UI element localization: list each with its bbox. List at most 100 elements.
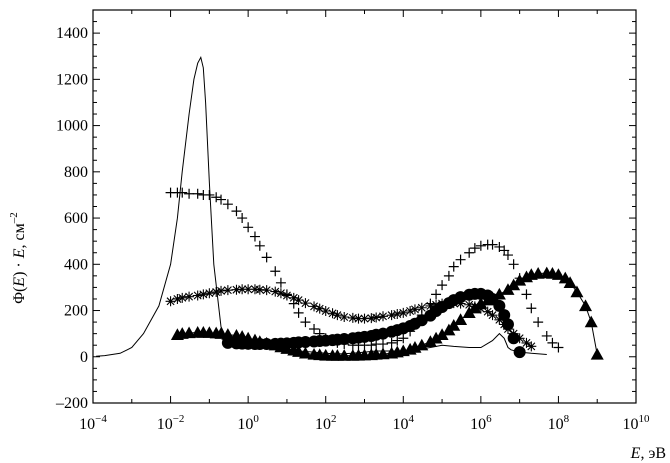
star-point	[204, 288, 215, 299]
star-point	[293, 295, 304, 306]
plus-point	[443, 270, 454, 281]
triangle-point	[513, 273, 527, 286]
y-tick-label: 600	[64, 210, 88, 227]
plus-point	[521, 289, 532, 300]
y-tick-label: 200	[64, 303, 88, 320]
star-point	[216, 285, 227, 296]
plus-point	[487, 239, 498, 250]
plus-point	[270, 266, 281, 277]
star-point	[281, 290, 292, 301]
y-tick-label: 1000	[56, 118, 88, 135]
plus-point	[398, 333, 409, 344]
star-point	[526, 341, 537, 352]
star-point	[288, 292, 299, 303]
star-point	[398, 307, 409, 318]
star-point	[514, 333, 525, 344]
plus-point	[469, 243, 480, 254]
y-axis-label: Φ(E) · E, см–2	[8, 212, 28, 303]
plus-point	[502, 250, 513, 261]
circle-point	[501, 318, 514, 331]
x-axis-label: E, эВ	[630, 445, 666, 462]
triangle-point	[563, 276, 577, 288]
x-tick-label: 106	[470, 413, 492, 433]
x-tick-label: 102	[315, 413, 337, 433]
plus-point	[249, 231, 260, 242]
star-point	[320, 305, 331, 316]
series-triangle	[170, 266, 604, 361]
star-point	[416, 302, 427, 313]
plus-point	[526, 303, 537, 314]
star-point	[359, 313, 370, 324]
star-point	[309, 301, 320, 312]
star-point	[332, 310, 343, 321]
plus-point	[192, 188, 203, 199]
star-point	[211, 287, 222, 298]
star-point	[300, 298, 311, 309]
plus-point	[300, 317, 311, 328]
star-point	[455, 298, 466, 309]
triangle-point	[337, 349, 351, 361]
triangle-point	[260, 336, 274, 349]
star-point	[231, 284, 242, 295]
triangle-point	[492, 287, 506, 300]
triangle-point	[415, 338, 429, 351]
star-point	[425, 300, 436, 311]
circle-point	[507, 332, 520, 345]
x-tick-label: 10−2	[157, 413, 185, 433]
x-tick-label: 1010	[623, 413, 651, 433]
triangle-point	[570, 285, 584, 298]
triangle-point	[182, 326, 196, 339]
star-point	[487, 310, 498, 321]
triangle-point	[447, 319, 461, 331]
plus-point	[508, 259, 519, 270]
star-point	[243, 284, 254, 295]
plus-point	[293, 307, 304, 318]
tick-labels: –200 0 200 400 600 800 1000 1200 1400 10−4 10−2 100…	[55, 25, 650, 433]
star-point	[222, 285, 233, 296]
plus-point	[216, 194, 227, 205]
triangle-point	[429, 331, 443, 344]
triangle-point	[590, 347, 604, 360]
x-tick-label: 10−4	[79, 413, 107, 433]
star-point	[172, 293, 183, 304]
star-point	[314, 303, 325, 314]
triangle-point	[376, 347, 390, 360]
plus-point	[243, 222, 254, 233]
x-tick-label: 108	[548, 413, 570, 433]
plus-point	[541, 330, 552, 341]
star-point	[386, 310, 397, 321]
ticks-group	[92, 9, 637, 404]
plus-point	[184, 188, 195, 199]
plot-marks	[96, 56, 604, 361]
x-tick-label: 104	[393, 413, 415, 433]
plus-point	[309, 324, 320, 335]
plus-point	[261, 252, 272, 263]
plus-point	[448, 261, 459, 272]
plus-point	[464, 247, 475, 258]
plus-point	[204, 189, 215, 200]
circle-point	[513, 346, 526, 359]
star-point	[165, 296, 176, 307]
y-tick-label: –200	[55, 395, 88, 412]
y-tick-label: 400	[64, 256, 88, 273]
plus-point	[455, 254, 466, 265]
star-point	[464, 299, 475, 310]
star-point	[378, 311, 389, 322]
star-point	[409, 304, 420, 315]
star-point	[431, 299, 442, 310]
star-point	[198, 289, 209, 300]
plus-point	[211, 192, 222, 203]
triangle-point	[486, 291, 500, 304]
plus-point	[378, 339, 389, 350]
star-point	[392, 308, 403, 319]
circle-point	[498, 309, 511, 322]
star-point	[482, 306, 493, 317]
triangle-point	[474, 297, 488, 309]
circle-point	[338, 332, 351, 345]
triangle-point	[221, 328, 235, 340]
y-tick-label: 1400	[56, 25, 88, 42]
plus-point	[386, 337, 397, 348]
star-point	[184, 291, 195, 302]
